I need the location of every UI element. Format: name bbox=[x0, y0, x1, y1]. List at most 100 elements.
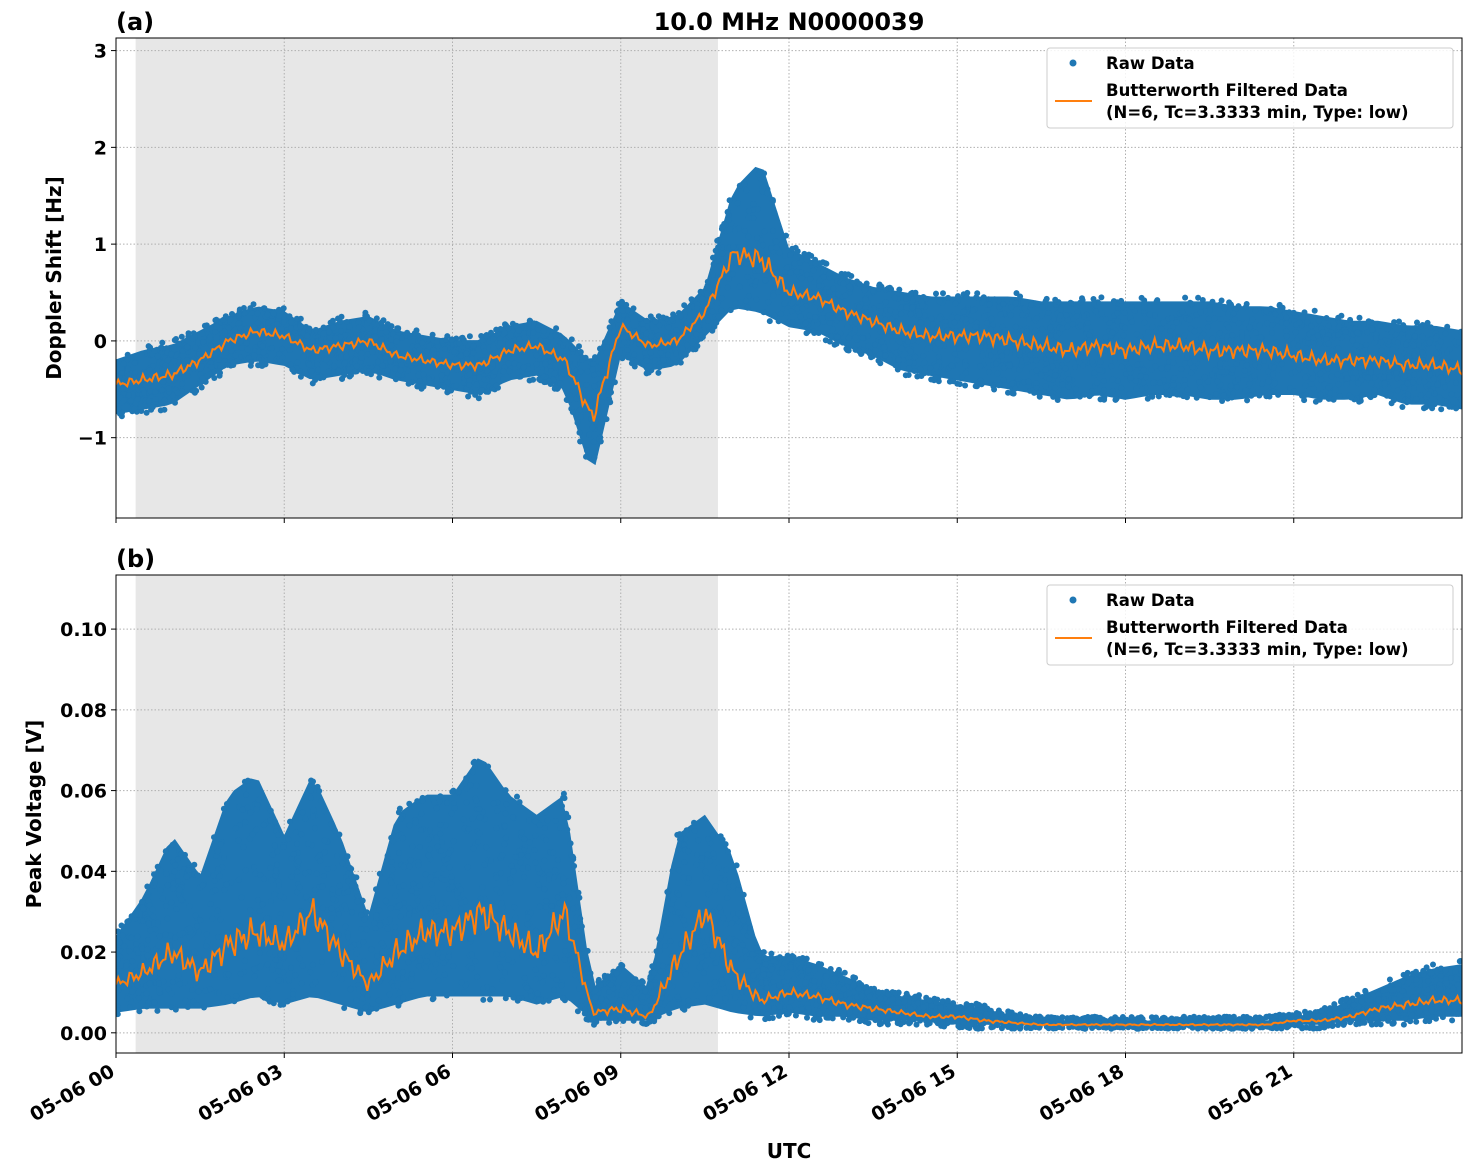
raw-data-point bbox=[469, 355, 475, 362]
raw-data-point bbox=[704, 952, 710, 958]
raw-data-point bbox=[1336, 323, 1343, 330]
raw-data-point bbox=[1411, 352, 1418, 359]
raw-data-point bbox=[1252, 329, 1259, 336]
raw-data-point bbox=[1205, 315, 1212, 322]
raw-data-point bbox=[1344, 375, 1351, 382]
raw-data-point bbox=[317, 798, 324, 805]
raw-data-point bbox=[1097, 359, 1104, 366]
raw-data-point bbox=[1025, 378, 1032, 385]
raw-data-point bbox=[366, 317, 373, 324]
raw-data-point bbox=[133, 967, 140, 974]
raw-data-point bbox=[524, 864, 531, 871]
raw-data-point bbox=[872, 341, 878, 348]
raw-data-point bbox=[399, 969, 406, 976]
raw-data-point bbox=[126, 948, 133, 955]
raw-data-point bbox=[450, 963, 457, 969]
raw-data-point bbox=[714, 257, 721, 264]
raw-data-point bbox=[470, 769, 476, 776]
raw-data-point bbox=[611, 379, 618, 386]
raw-data-point bbox=[1211, 315, 1218, 322]
raw-data-point bbox=[352, 368, 359, 375]
raw-data-point bbox=[239, 345, 245, 351]
raw-data-point bbox=[156, 933, 163, 940]
raw-data-point bbox=[861, 287, 868, 294]
raw-data-point bbox=[191, 861, 198, 868]
raw-data-point bbox=[615, 316, 622, 323]
raw-data-point bbox=[470, 349, 477, 356]
raw-data-point bbox=[318, 337, 324, 344]
raw-data-point bbox=[1109, 376, 1116, 383]
raw-data-point bbox=[1330, 396, 1337, 403]
raw-data-point bbox=[223, 881, 230, 888]
raw-data-point bbox=[703, 284, 710, 291]
raw-data-point bbox=[1081, 391, 1088, 398]
raw-data-point bbox=[1342, 329, 1349, 335]
raw-data-point bbox=[375, 997, 382, 1004]
raw-data-point bbox=[1181, 376, 1188, 383]
raw-data-point bbox=[1035, 390, 1042, 397]
raw-data-point bbox=[1335, 332, 1342, 338]
raw-data-point bbox=[571, 389, 578, 396]
raw-data-point bbox=[1181, 337, 1188, 343]
raw-data-point bbox=[382, 897, 389, 904]
raw-data-point bbox=[709, 327, 716, 334]
raw-data-point bbox=[1038, 312, 1045, 319]
raw-data-point bbox=[839, 339, 846, 346]
raw-data-point bbox=[730, 910, 737, 917]
raw-data-point bbox=[120, 360, 127, 367]
raw-data-point bbox=[394, 982, 401, 989]
raw-data-point bbox=[1119, 1014, 1126, 1020]
raw-data-point bbox=[320, 324, 327, 331]
raw-data-point bbox=[606, 324, 613, 331]
raw-data-point bbox=[383, 329, 390, 335]
raw-data-point bbox=[794, 305, 801, 312]
raw-data-point bbox=[365, 1009, 372, 1016]
raw-data-point bbox=[369, 349, 376, 356]
raw-data-point bbox=[213, 852, 220, 859]
raw-data-point bbox=[554, 894, 561, 901]
raw-data-point bbox=[165, 385, 172, 392]
raw-data-point bbox=[1301, 309, 1308, 316]
raw-data-point bbox=[212, 328, 219, 335]
raw-data-point bbox=[1365, 318, 1372, 325]
raw-data-point bbox=[1442, 330, 1449, 337]
raw-data-point bbox=[505, 956, 512, 963]
raw-data-point bbox=[232, 825, 239, 832]
raw-data-point bbox=[576, 343, 582, 350]
raw-data-point bbox=[981, 313, 988, 320]
raw-data-point bbox=[540, 327, 547, 334]
raw-data-point bbox=[410, 880, 417, 887]
raw-data-point bbox=[576, 894, 583, 901]
raw-data-point bbox=[236, 923, 243, 930]
raw-data-point bbox=[376, 907, 383, 914]
raw-data-point bbox=[525, 321, 532, 327]
raw-data-point bbox=[649, 963, 656, 970]
raw-data-point bbox=[147, 344, 154, 351]
raw-data-point bbox=[1101, 348, 1108, 354]
raw-data-point bbox=[716, 236, 722, 243]
raw-data-point bbox=[1181, 382, 1188, 389]
raw-data-point bbox=[223, 801, 230, 807]
raw-data-point bbox=[1150, 379, 1157, 386]
raw-data-point bbox=[1314, 332, 1321, 339]
raw-data-point bbox=[157, 887, 164, 894]
raw-data-point bbox=[409, 843, 416, 850]
raw-data-point bbox=[466, 371, 473, 378]
raw-data-point bbox=[534, 990, 541, 997]
raw-data-point bbox=[1074, 391, 1081, 398]
raw-data-point bbox=[539, 979, 546, 986]
raw-data-point bbox=[770, 979, 777, 985]
raw-data-point bbox=[1419, 349, 1426, 356]
raw-data-point bbox=[341, 360, 348, 367]
raw-data-point bbox=[792, 1012, 799, 1019]
raw-data-point bbox=[977, 377, 984, 384]
raw-data-point bbox=[1102, 334, 1109, 341]
raw-data-point bbox=[782, 269, 788, 275]
raw-data-point bbox=[744, 273, 751, 280]
raw-data-point bbox=[1361, 1019, 1368, 1026]
raw-data-point bbox=[448, 336, 455, 343]
raw-data-point bbox=[465, 826, 472, 832]
raw-data-point bbox=[694, 343, 701, 349]
raw-data-point bbox=[560, 370, 567, 377]
